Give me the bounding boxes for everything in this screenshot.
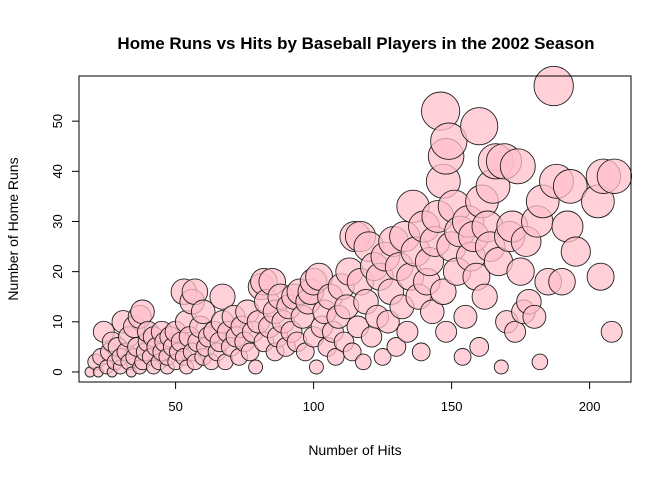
data-point <box>209 283 236 310</box>
data-point <box>355 353 372 371</box>
data-point <box>420 299 445 325</box>
data-point <box>504 320 527 343</box>
data-point <box>560 236 591 267</box>
data-point <box>326 348 345 366</box>
data-point <box>506 257 535 286</box>
y-axis: 0 10 20 30 40 50 <box>50 114 80 376</box>
y-tick-label: 0 <box>50 368 65 375</box>
data-point <box>453 348 472 366</box>
data-point <box>493 359 509 375</box>
data-point <box>373 348 392 366</box>
data-point <box>460 107 499 146</box>
y-tick-label: 20 <box>50 264 65 278</box>
y-tick-label: 40 <box>50 164 65 178</box>
data-point <box>130 299 155 325</box>
data-point <box>360 326 383 348</box>
data-point <box>396 320 419 343</box>
x-tick-label: 50 <box>168 399 182 414</box>
x-tick-label: 100 <box>303 399 325 414</box>
y-axis-label: Number of Home Runs <box>5 157 21 300</box>
data-point <box>533 65 574 107</box>
data-point <box>531 353 549 371</box>
data-point <box>190 299 216 325</box>
y-tick-label: 10 <box>50 315 65 329</box>
data-point <box>548 267 576 296</box>
x-tick-label: 150 <box>441 399 463 414</box>
data-point <box>586 262 615 291</box>
data-point <box>240 342 260 362</box>
data-point <box>471 283 498 310</box>
data-point <box>469 337 490 357</box>
bubble-layer <box>84 65 633 378</box>
data-point <box>308 359 324 375</box>
data-point <box>386 337 407 357</box>
data-point <box>600 320 623 343</box>
y-tick-label: 30 <box>50 214 65 228</box>
x-axis: 50 100 150 200 <box>168 381 601 414</box>
data-point <box>552 169 588 204</box>
data-point <box>430 278 457 305</box>
x-tick-label: 200 <box>579 399 601 414</box>
data-point <box>411 342 431 362</box>
x-axis-label: Number of Hits <box>308 442 401 458</box>
data-point <box>596 158 633 194</box>
data-point <box>453 304 478 329</box>
data-point <box>248 359 264 375</box>
data-point <box>342 342 362 362</box>
y-tick-label: 50 <box>50 114 65 128</box>
data-point <box>376 310 400 334</box>
chart-title: Home Runs vs Hits by Baseball Players in… <box>117 34 594 53</box>
data-point <box>499 148 536 185</box>
data-point <box>435 320 458 343</box>
data-point <box>430 122 468 160</box>
data-point <box>522 304 547 329</box>
